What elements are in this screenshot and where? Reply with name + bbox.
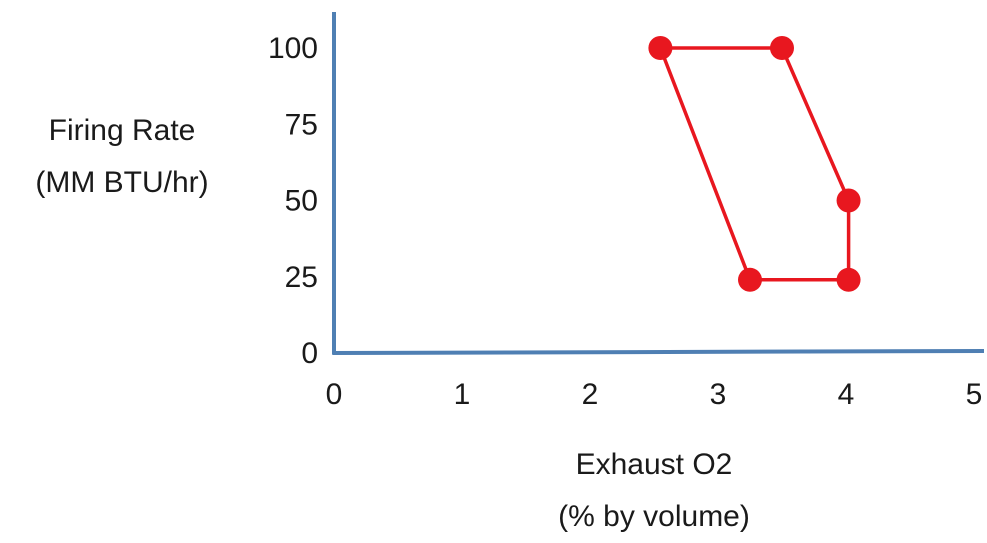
x-axis-title-line: (% by volume) xyxy=(558,500,750,533)
data-point-marker xyxy=(836,267,861,292)
axis-titles: Firing Rate (MM BTU/hr) Exhaust O2 (% by vo… xyxy=(35,114,750,533)
x-tick-label: 4 xyxy=(838,378,855,411)
x-tick-label: 2 xyxy=(582,378,599,411)
x-tick-label: 0 xyxy=(326,378,343,411)
y-axis-title-line: Firing Rate xyxy=(49,114,196,147)
data-point-marker xyxy=(648,36,673,60)
x-tick-label: 3 xyxy=(710,378,727,411)
y-tick-label: 100 xyxy=(268,32,318,65)
axes xyxy=(332,12,985,355)
x-axis-title-line: Exhaust O2 xyxy=(576,448,733,481)
y-tick-label: 50 xyxy=(285,185,318,218)
data-point-marker xyxy=(836,188,861,213)
y-tick-label: 75 xyxy=(285,108,318,141)
y-tick-label: 0 xyxy=(301,337,318,370)
x-tick-label: 5 xyxy=(966,378,983,411)
tick-labels: 0 25 50 75 100 0 1 2 3 4 5 xyxy=(268,32,982,411)
y-tick-label: 25 xyxy=(285,261,318,294)
data-point-marker xyxy=(770,36,794,60)
x-tick-label: 1 xyxy=(454,378,471,411)
data-point-marker xyxy=(738,267,762,292)
data-series xyxy=(648,36,861,292)
y-axis-title-line: (MM BTU/hr) xyxy=(35,166,208,199)
x-axis-line xyxy=(332,349,985,355)
series-line xyxy=(658,46,851,282)
